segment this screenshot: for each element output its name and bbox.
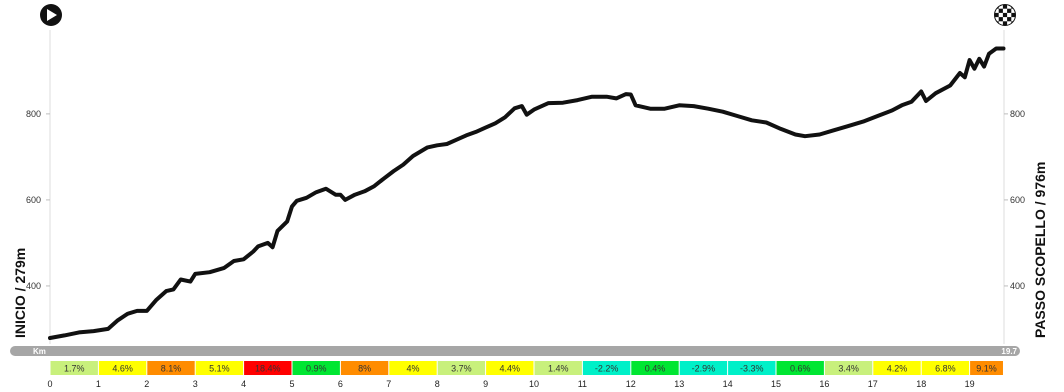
gradient-segment — [921, 361, 970, 375]
gradient-label: 4% — [406, 364, 419, 374]
start-label: INICIO / 279m — [12, 248, 28, 338]
y-tick-label: 600 — [26, 195, 41, 205]
distance-bar — [10, 346, 1020, 356]
gradient-label: 0.4% — [645, 364, 666, 374]
km-tick-label: 18 — [916, 379, 926, 389]
gradient-segment — [195, 361, 244, 375]
km-tick-label: 9 — [483, 379, 488, 389]
gradient-label: 4.6% — [112, 364, 133, 374]
gradient-label: 3.7% — [451, 364, 472, 374]
gradient-segment — [776, 361, 824, 375]
play-icon — [40, 4, 62, 26]
elevation-line — [48, 46, 1006, 340]
gradient-segment — [534, 361, 582, 375]
gradient-label: 4.4% — [500, 364, 521, 374]
km-tick-label: 3 — [193, 379, 198, 389]
gradient-segment — [486, 361, 534, 375]
km-tick-label: 13 — [674, 379, 684, 389]
km-tick-label: 8 — [435, 379, 440, 389]
y-tick-label: 400 — [26, 281, 41, 291]
total-distance-label: 19.7 — [1001, 347, 1017, 356]
gradient-segment — [679, 361, 728, 375]
gradient-label: 1.7% — [64, 364, 85, 374]
y-tick-label: 600 — [1010, 195, 1025, 205]
gradient-segment — [631, 361, 679, 375]
left-y-axis: 400 600 800 — [26, 109, 50, 291]
gradient-segment — [970, 361, 1003, 375]
distance-unit-label: Km — [33, 347, 46, 356]
km-tick-label: 4 — [241, 379, 246, 389]
end-label: PASSO SCOPELLO / 976m — [1032, 162, 1048, 338]
km-tick-label: 2 — [144, 379, 149, 389]
km-tick-label: 6 — [338, 379, 343, 389]
km-tick-label: 5 — [289, 379, 294, 389]
gradient-segment — [50, 361, 98, 375]
gradient-segment — [389, 361, 437, 375]
y-tick-label: 800 — [26, 109, 41, 119]
km-tick-label: 16 — [819, 379, 829, 389]
y-tick-label: 400 — [1010, 281, 1025, 291]
gradient-segment — [873, 361, 921, 375]
gradient-label: 5.1% — [209, 364, 230, 374]
gradient-segments: 1.7% 4.6% 8.1% 5.1% 18.4% 0.9% 8% 4% 3.7% 4.4% 1.4… — [50, 361, 1003, 375]
gradient-label: 9.1% — [976, 364, 997, 374]
gradient-segment — [98, 361, 147, 375]
gradient-segment — [582, 361, 631, 375]
km-axis: 0 1 2 3 4 5 6 7 8 9 10 11 12 13 14 15 16 17 18 19 — [47, 379, 974, 389]
gradient-label: 4.2% — [887, 364, 908, 374]
gradient-label: 18.4% — [255, 364, 281, 374]
km-tick-label: 14 — [723, 379, 733, 389]
right-y-axis: 400 600 800 — [1004, 109, 1025, 291]
gradient-segment — [244, 361, 292, 375]
km-tick-label: 0 — [47, 379, 52, 389]
km-tick-label: 12 — [626, 379, 636, 389]
gradient-label: -2.2% — [595, 364, 619, 374]
gradient-label: 0.9% — [306, 364, 327, 374]
gradient-segment — [824, 361, 873, 375]
km-tick-label: 7 — [386, 379, 391, 389]
gradient-segment — [340, 361, 389, 375]
km-tick-label: 15 — [771, 379, 781, 389]
gradient-label: 1.4% — [548, 364, 569, 374]
gradient-label: 8% — [358, 364, 371, 374]
gradient-segment — [292, 361, 340, 375]
km-tick-label: 10 — [529, 379, 539, 389]
gradient-label: -3.3% — [740, 364, 764, 374]
y-tick-label: 800 — [1010, 109, 1025, 119]
gradient-label: -2.9% — [692, 364, 716, 374]
gradient-segment — [728, 361, 776, 375]
gradient-segment — [437, 361, 486, 375]
gradient-segment — [147, 361, 195, 375]
km-tick-label: 17 — [868, 379, 878, 389]
gradient-label: 6.8% — [935, 364, 956, 374]
km-tick-label: 1 — [96, 379, 101, 389]
gradient-label: 3.4% — [838, 364, 859, 374]
checkered-flag-icon — [994, 4, 1016, 26]
km-tick-label: 19 — [965, 379, 975, 389]
gradient-label: 8.1% — [161, 364, 182, 374]
km-tick-label: 11 — [578, 379, 587, 389]
gradient-label: 0.6% — [790, 364, 811, 374]
